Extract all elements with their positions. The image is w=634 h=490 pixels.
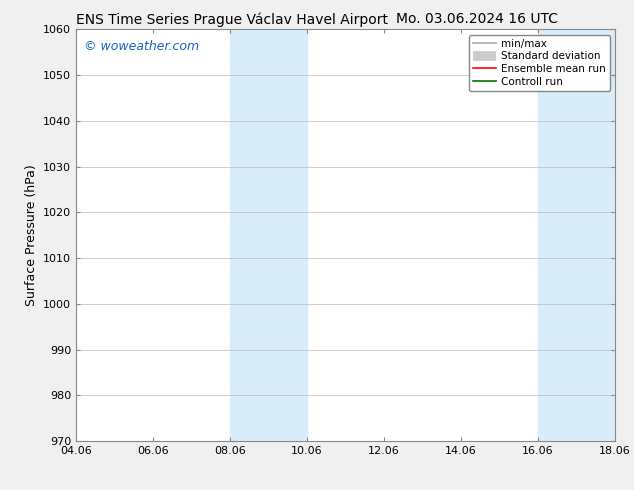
Legend: min/max, Standard deviation, Ensemble mean run, Controll run: min/max, Standard deviation, Ensemble me… (469, 35, 610, 91)
Bar (230, 29, 307, 441)
Y-axis label: Surface Pressure (hPa): Surface Pressure (hPa) (25, 164, 37, 306)
Text: Mo. 03.06.2024 16 UTC: Mo. 03.06.2024 16 UTC (396, 12, 558, 26)
Text: © woweather.com: © woweather.com (84, 40, 199, 53)
Text: ENS Time Series Prague Václav Havel Airport: ENS Time Series Prague Václav Havel Airp… (76, 12, 388, 27)
Bar (538, 29, 615, 441)
